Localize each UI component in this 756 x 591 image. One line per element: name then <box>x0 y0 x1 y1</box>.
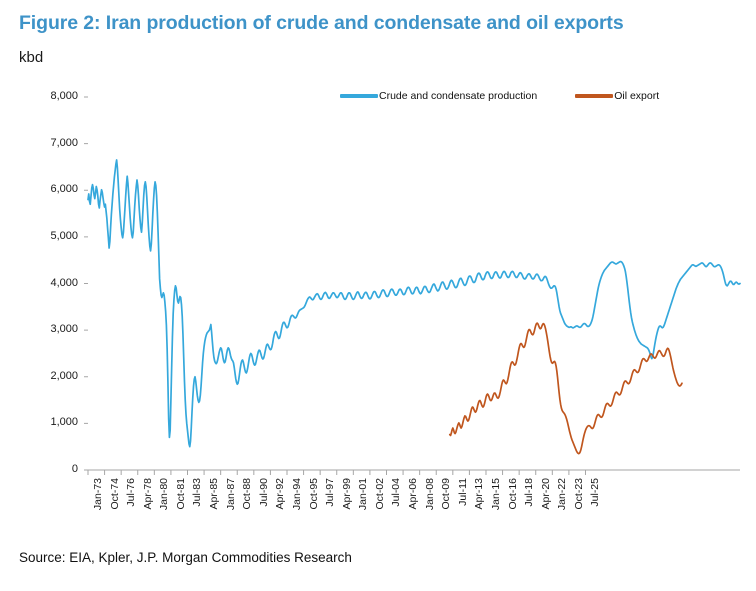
y-tick-label: 7,000 <box>50 136 78 149</box>
x-tick-label: Jan-01 <box>357 478 370 511</box>
y-axis-unit-label: kbd <box>19 49 44 66</box>
plot-area: 0 1,000 2,000 3,000 4,000 5,000 6,000 7,000 8,00… <box>0 78 756 488</box>
x-tick-label: Oct-23 <box>572 478 585 510</box>
y-tick-label: 8,000 <box>50 90 78 102</box>
legend-swatch-export <box>575 94 614 99</box>
chart-legend: Crude and condensate production Oil expo… <box>340 91 659 102</box>
legend-item-export[interactable]: Oil export <box>575 91 659 102</box>
x-tick-label: Oct-74 <box>108 478 121 510</box>
y-tick-label: 5,000 <box>50 229 78 242</box>
x-tick-label: Jul-90 <box>257 478 270 507</box>
y-tick-label: 1,000 <box>50 416 78 429</box>
source-note: Source: EIA, Kpler, J.P. Morgan Commodit… <box>19 550 352 565</box>
x-tick-label: Jan-22 <box>556 478 569 511</box>
x-axis-labels: Jan-73 Oct-74 Jul-76 Apr-78 Jan-80 Oct-81 Jul-… <box>0 478 756 540</box>
legend-item-crude[interactable]: Crude and condensate production <box>340 91 537 102</box>
x-tick-label: Oct-81 <box>174 478 187 510</box>
x-tick-label: Jul-25 <box>589 478 602 507</box>
x-tick-label: Oct-02 <box>373 478 386 510</box>
x-tick-label: Jan-80 <box>158 478 171 511</box>
x-tick-label: Apr-99 <box>340 478 353 510</box>
x-tick-label: Jul-18 <box>523 478 536 507</box>
x-tick-label: Apr-13 <box>473 478 486 510</box>
y-tick-label: 2,000 <box>50 369 78 382</box>
x-tick-label: Oct-16 <box>506 478 519 510</box>
legend-swatch-crude <box>340 94 378 99</box>
x-tick-label: Oct-95 <box>307 478 320 510</box>
x-tick-label: Jan-15 <box>489 478 502 511</box>
x-tick-label: Apr-92 <box>274 478 287 510</box>
x-tick-label: Jul-11 <box>456 478 469 506</box>
x-tick-label: Jan-87 <box>224 478 237 511</box>
y-tick-label: 3,000 <box>50 323 78 336</box>
x-tick-label: Jan-73 <box>92 478 104 511</box>
x-tick-label: Jul-76 <box>125 478 138 507</box>
x-tick-label: Jul-97 <box>324 478 337 507</box>
x-tick-label: Jan-08 <box>423 478 436 511</box>
y-axis-ticks <box>84 96 88 471</box>
x-axis-ticks <box>87 470 586 475</box>
series-line-crude <box>87 159 741 448</box>
chart-title: Figure 2: Iran production of crude and c… <box>19 12 624 34</box>
legend-label-export: Oil export <box>614 90 660 102</box>
x-tick-label: Apr-06 <box>407 478 420 510</box>
x-tick-label: Oct-09 <box>440 478 453 510</box>
series-line-export <box>448 322 683 455</box>
x-tick-label: Apr-78 <box>141 478 154 510</box>
legend-label-crude: Crude and condensate production <box>379 90 538 102</box>
y-tick-label: 6,000 <box>50 183 78 196</box>
x-tick-label: Jan-94 <box>290 478 303 511</box>
x-tick-label: Apr-20 <box>539 478 552 510</box>
y-tick-label: 0 <box>71 463 78 475</box>
x-tick-label: Jul-04 <box>390 478 403 507</box>
y-tick-label: 4,000 <box>50 276 78 289</box>
x-tick-label: Jul-83 <box>191 478 204 507</box>
x-tick-label: Oct-88 <box>241 478 254 510</box>
x-tick-label: Apr-85 <box>208 478 221 510</box>
chart-svg <box>84 96 741 475</box>
